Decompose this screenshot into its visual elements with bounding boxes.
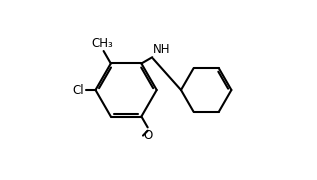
- Text: NH: NH: [153, 43, 171, 56]
- Text: Cl: Cl: [73, 84, 84, 96]
- Text: CH₃: CH₃: [91, 37, 113, 50]
- Text: O: O: [144, 129, 153, 142]
